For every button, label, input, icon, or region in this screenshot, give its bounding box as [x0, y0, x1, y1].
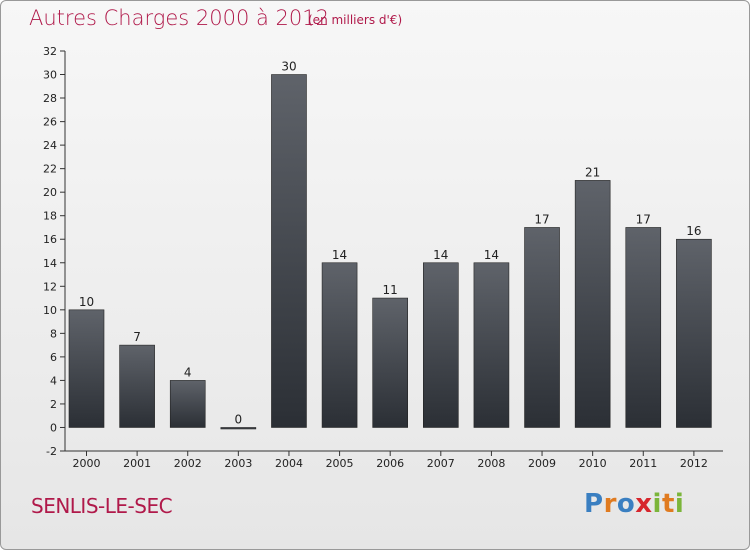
bar-2000 — [68, 309, 105, 428]
x-tick-label: 2008 — [477, 457, 505, 470]
y-tick-label: 2 — [50, 398, 57, 411]
data-label: 30 — [281, 60, 296, 74]
logo-letter: P — [584, 489, 604, 519]
y-tick-label: 16 — [43, 233, 57, 246]
data-label: 16 — [686, 224, 701, 238]
logo-letter: x — [635, 489, 653, 519]
y-tick-label: 8 — [50, 327, 57, 340]
logo-letter: i — [674, 489, 685, 519]
bar-2001 — [119, 344, 155, 428]
y-tick-label: 14 — [43, 257, 57, 270]
bar-2006 — [372, 297, 408, 428]
x-tick-label: 2002 — [174, 457, 202, 470]
data-label: 4 — [184, 365, 192, 379]
location-label: SENLIS-LE-SEC — [31, 494, 173, 518]
data-label: 14 — [484, 248, 499, 262]
x-tick-label: 2012 — [680, 457, 708, 470]
data-label: 14 — [433, 248, 448, 262]
y-tick-label: 10 — [43, 304, 57, 317]
y-tick-label: 4 — [50, 374, 57, 387]
y-tick-label: 20 — [43, 186, 57, 199]
data-label: 17 — [636, 212, 651, 226]
proxiti-logo: Proxiti — [584, 489, 684, 519]
data-label: 14 — [332, 248, 347, 262]
logo-letter: t — [661, 489, 675, 519]
data-label: 7 — [133, 330, 141, 344]
data-label: 0 — [235, 412, 243, 426]
x-tick-label: 2011 — [629, 457, 657, 470]
x-tick-label: 2001 — [123, 457, 151, 470]
bar-2003 — [220, 427, 257, 430]
y-tick-label: 6 — [50, 351, 57, 364]
x-tick-label: 2004 — [275, 457, 303, 470]
y-tick-label: 0 — [50, 421, 57, 434]
x-tick-label: 2006 — [376, 457, 404, 470]
x-tick-label: 2007 — [427, 457, 455, 470]
y-tick-label: 32 — [43, 45, 57, 58]
x-tick-label: 2000 — [73, 457, 101, 470]
y-tick-label: 30 — [43, 69, 57, 82]
y-tick-label: 18 — [43, 210, 57, 223]
x-tick-label: 2010 — [579, 457, 607, 470]
bar-2007 — [423, 262, 459, 428]
bar-2002 — [169, 380, 206, 428]
bar-2012 — [676, 238, 712, 428]
data-label: 21 — [585, 165, 600, 179]
x-tick-label: 2009 — [528, 457, 556, 470]
x-tick-label: 2003 — [224, 457, 252, 470]
logo-letter: r — [603, 489, 617, 519]
x-tick-label: 2005 — [326, 457, 354, 470]
logo-letter: o — [616, 489, 636, 519]
data-label: 17 — [534, 212, 549, 226]
data-label: 11 — [383, 283, 398, 297]
y-tick-label: 26 — [43, 116, 57, 129]
data-label: 10 — [79, 295, 94, 309]
bar-2010 — [574, 180, 611, 428]
bar-2011 — [625, 227, 662, 428]
y-tick-label: 24 — [43, 139, 57, 152]
bar-2008 — [473, 262, 510, 428]
logo-letter: i — [652, 489, 662, 519]
y-tick-label: 28 — [43, 92, 57, 105]
y-tick-label: 12 — [43, 280, 57, 293]
y-tick-label: -2 — [46, 445, 57, 458]
bar-2004 — [271, 74, 307, 428]
y-tick-label: 22 — [43, 163, 57, 176]
bar-2009 — [524, 227, 560, 428]
chart-title: Autres Charges 2000 à 2012 — [29, 6, 329, 30]
chart-subtitle: (en milliers d'€) — [308, 13, 403, 27]
bar-2005 — [321, 262, 358, 428]
